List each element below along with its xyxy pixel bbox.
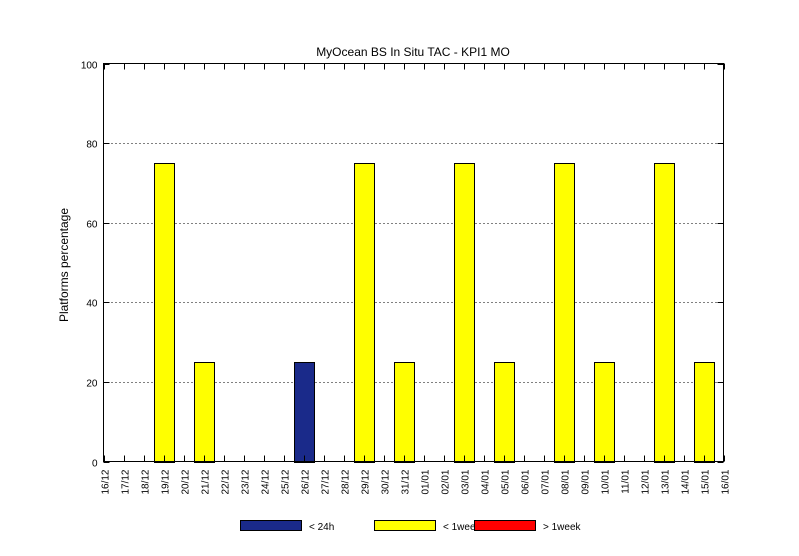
x-tick-label: 17/12 [121, 469, 132, 494]
bar [494, 362, 515, 463]
bar [454, 163, 475, 463]
y-tick-label: 40 [86, 299, 98, 310]
legend-swatch [474, 520, 536, 531]
x-tick-label: 07/01 [541, 469, 552, 494]
x-tick-label: 16/12 [101, 469, 112, 494]
legend-label: < 1week [443, 522, 482, 533]
x-tick-label: 26/12 [301, 469, 312, 494]
chart-title: MyOcean BS In Situ TAC - KPI1 MO [316, 45, 510, 59]
x-tick-labels: 16/12 17/12 18/12 19/12 20/12 21/12 22/12 23/12… [101, 469, 732, 494]
x-tick-label: 22/12 [221, 469, 232, 494]
axis-ticks [103, 63, 725, 463]
x-tick-label: 10/01 [601, 469, 612, 494]
x-tick-label: 23/12 [241, 469, 252, 494]
x-tick-label: 03/01 [461, 469, 472, 494]
bar [154, 163, 175, 463]
x-tick-label: 30/12 [381, 469, 392, 494]
bar [194, 362, 215, 463]
grid-lines [103, 143, 724, 383]
y-tick-label: 100 [81, 61, 98, 72]
y-tick-label: 80 [86, 140, 98, 151]
x-tick-label: 31/12 [401, 469, 412, 494]
x-tick-label: 14/01 [681, 469, 692, 494]
x-tick-label: 13/01 [661, 469, 672, 494]
x-tick-label: 04/01 [481, 469, 492, 494]
legend: < 24h < 1week > 1week [240, 520, 582, 533]
x-tick-label: 20/12 [181, 469, 192, 494]
bar [554, 163, 575, 463]
legend-label: > 1week [543, 522, 582, 533]
legend-label: < 24h [309, 522, 334, 533]
bar [694, 362, 715, 463]
x-tick-label: 15/01 [701, 469, 712, 494]
y-tick-label: 0 [92, 459, 98, 470]
y-tick-labels: 0 20 40 60 80 100 [81, 61, 98, 470]
bar [394, 362, 415, 463]
y-tick-label: 20 [86, 379, 98, 390]
legend-swatch [374, 520, 436, 531]
x-tick-label: 19/12 [161, 469, 172, 494]
bar [354, 163, 375, 463]
x-tick-label: 02/01 [441, 469, 452, 494]
bars [154, 163, 715, 463]
x-tick-label: 08/01 [561, 469, 572, 494]
plot-frame [103, 63, 724, 462]
x-tick-label: 16/01 [721, 469, 732, 494]
y-tick-label: 60 [86, 220, 98, 231]
x-tick-label: 25/12 [281, 469, 292, 494]
bar [654, 163, 675, 463]
x-tick-label: 29/12 [361, 469, 372, 494]
y-axis-label: Platforms percentage [57, 208, 71, 322]
legend-swatch [240, 520, 302, 531]
x-tick-label: 24/12 [261, 469, 272, 494]
x-tick-label: 21/12 [201, 469, 212, 494]
bar [294, 362, 315, 463]
x-tick-label: 28/12 [341, 469, 352, 494]
x-tick-label: 06/01 [521, 469, 532, 494]
x-tick-label: 11/01 [621, 469, 632, 494]
x-tick-label: 01/01 [421, 469, 432, 494]
x-tick-label: 12/01 [641, 469, 652, 494]
x-tick-label: 09/01 [581, 469, 592, 494]
x-tick-label: 05/01 [501, 469, 512, 494]
x-tick-label: 18/12 [141, 469, 152, 494]
bar [594, 362, 615, 463]
x-tick-label: 27/12 [321, 469, 332, 494]
